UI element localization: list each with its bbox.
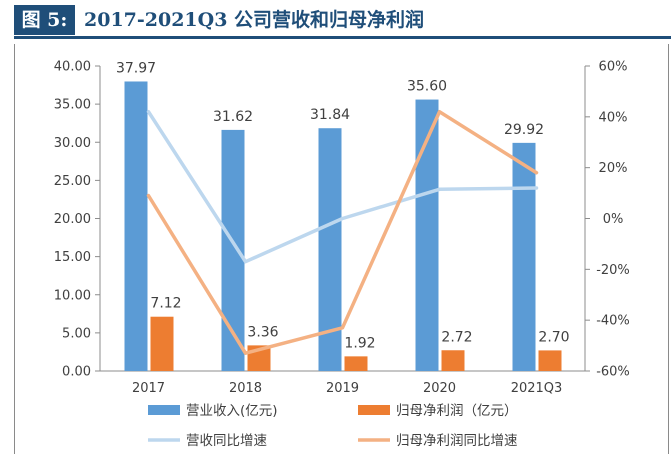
- figure-number-tag: 图 5:: [14, 5, 75, 35]
- legend-revenue-swatch: [148, 405, 180, 415]
- revenue-bar: [318, 128, 342, 371]
- right-tick-label: 40%: [599, 110, 628, 125]
- left-tick-label: 35.00: [54, 98, 91, 113]
- left-tick-label: 5.00: [62, 326, 91, 341]
- profit-data-label: 3.36: [247, 324, 278, 340]
- profit-data-label: 7.12: [150, 296, 181, 312]
- left-tick-label: 10.00: [54, 288, 91, 303]
- right-tick-label: -60%: [596, 365, 630, 380]
- right-tick-label: 20%: [599, 161, 628, 176]
- left-tick-label: 20.00: [54, 212, 91, 227]
- legend-revenue-growth-label: 营收同比增速: [186, 433, 267, 449]
- x-tick-label: 2019: [326, 381, 359, 396]
- revenue-data-label: 31.62: [213, 109, 253, 125]
- legend-profit-growth-label: 归母净利润同比增速: [396, 432, 518, 449]
- profit-bar: [344, 356, 368, 371]
- x-tick-label: 2018: [229, 381, 262, 396]
- revenue-growth-line: [146, 110, 539, 264]
- profit-bar: [150, 316, 174, 371]
- profit-bar: [441, 350, 465, 371]
- revenue-data-label: 29.92: [504, 122, 544, 138]
- profit-bar: [538, 350, 562, 371]
- revenue-data-label: 37.97: [116, 60, 156, 76]
- x-tick-label: 2021Q3: [511, 381, 563, 396]
- profit-growth-line: [146, 110, 539, 355]
- header-divider: [14, 36, 671, 39]
- right-tick-label: 60%: [599, 60, 628, 75]
- chart-frame: [14, 44, 669, 454]
- left-tick-label: 40.00: [54, 60, 91, 75]
- revenue-bar: [221, 129, 245, 371]
- legend-profit-label: 归母净利润（亿元）: [396, 402, 518, 419]
- revenue-data-label: 31.84: [310, 107, 350, 123]
- revenue-bar: [415, 99, 439, 372]
- figure-header: 图 5: 2017-2021Q3 公司营收和归母净利润: [0, 0, 671, 40]
- legend-profit-swatch: [358, 405, 390, 415]
- profit-data-label: 1.92: [344, 335, 375, 351]
- left-tick-label: 0.00: [62, 365, 91, 380]
- x-tick-label: 2017: [132, 381, 165, 396]
- revenue-bar: [124, 81, 148, 371]
- revenue-bar: [512, 142, 536, 371]
- right-tick-label: -40%: [596, 314, 630, 329]
- left-tick-label: 30.00: [54, 136, 91, 151]
- left-tick-label: 15.00: [54, 250, 91, 265]
- legend-revenue-label: 营业收入(亿元): [186, 403, 278, 419]
- left-tick-label: 25.00: [54, 174, 91, 189]
- profit-data-label: 2.72: [441, 329, 472, 345]
- revenue-data-label: 35.60: [407, 79, 447, 95]
- x-tick-label: 2020: [423, 381, 456, 396]
- right-tick-label: 0%: [603, 212, 624, 227]
- right-tick-label: -20%: [596, 263, 630, 278]
- figure-title: 2017-2021Q3 公司营收和归母净利润: [84, 9, 425, 31]
- profit-data-label: 2.70: [538, 329, 569, 345]
